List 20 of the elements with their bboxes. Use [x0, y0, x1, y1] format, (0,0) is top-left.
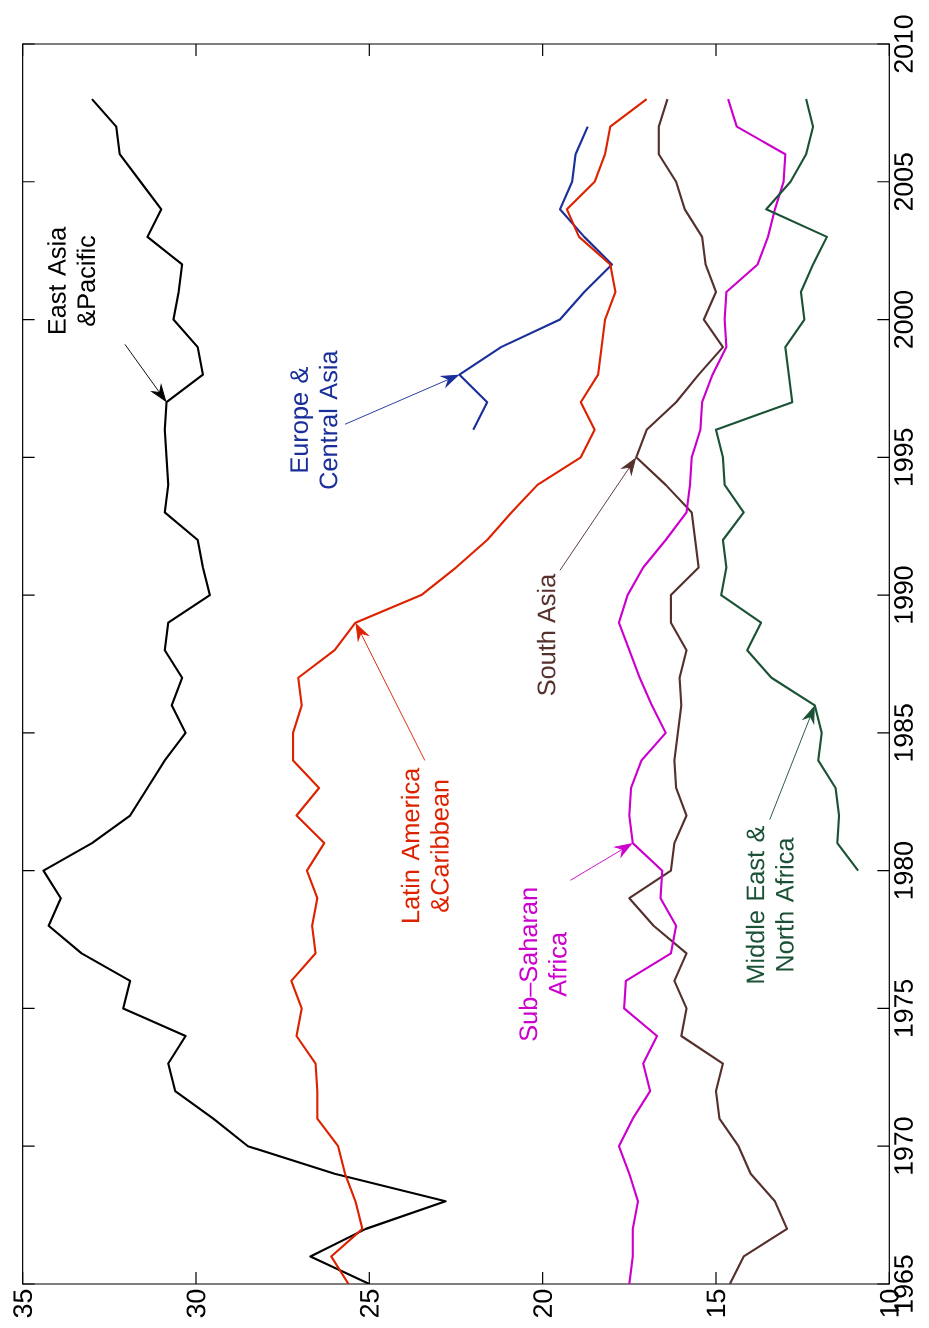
y-tick-label: 2005 [893, 153, 913, 211]
y-tick-label: 1990 [893, 566, 913, 623]
text: South Asia [536, 573, 556, 696]
legend-label: Europe & Central Asia [290, 350, 338, 489]
y-tick-label: 1985 [893, 704, 913, 761]
x-tick-label: 30 [186, 1289, 206, 1318]
y-tick-label: 1975 [893, 979, 913, 1037]
x-tick-label: 20 [533, 1289, 552, 1318]
x-tick-label: 25 [359, 1289, 379, 1318]
x-tick-label: 15 [706, 1289, 726, 1317]
x-tick-label: 35 [13, 1289, 32, 1318]
y-tick-label: 2010 [893, 15, 913, 73]
text: Middle East & North Africa [745, 825, 794, 983]
text: Sub–Saharan Africa [518, 888, 567, 1041]
text: East Asia &Pacific [47, 226, 95, 334]
y-tick-label: 1980 [893, 842, 913, 899]
y-tick-label: 1970 [893, 1117, 913, 1174]
text: Latin America &Caribbean [400, 767, 449, 922]
y-tick-label: 2000 [893, 290, 913, 348]
y-tick-label: 1995 [893, 428, 913, 485]
